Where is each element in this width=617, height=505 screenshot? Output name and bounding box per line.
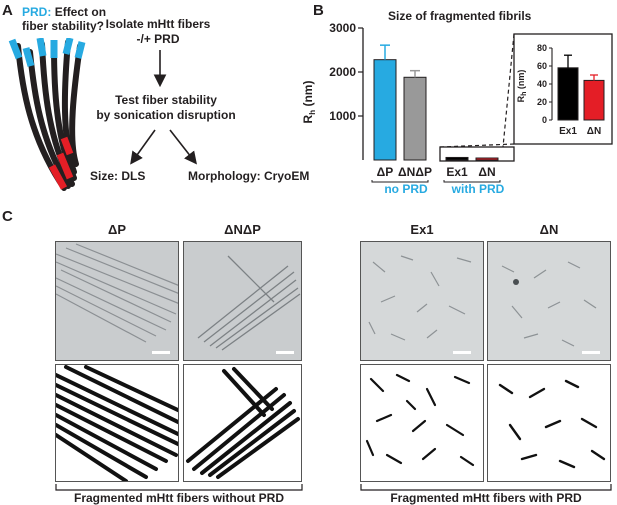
group-label-no-prd: no PRD bbox=[384, 182, 428, 196]
inset-x-tick-label: ΔN bbox=[587, 126, 601, 137]
fiber-6 bbox=[69, 43, 83, 167]
prd-question: PRD: Effect on fiber stability? bbox=[22, 5, 106, 33]
inset-x-tick-label: Ex1 bbox=[559, 126, 577, 137]
segmented-image-dn bbox=[487, 364, 611, 482]
x-tick-label: ΔP bbox=[377, 165, 394, 179]
scale-bar bbox=[453, 351, 471, 354]
segmented-texture-ex1 bbox=[365, 373, 475, 467]
step-test: Test fiber stability by sonication disru… bbox=[92, 93, 240, 123]
zoom-line-bottom bbox=[439, 143, 515, 148]
label-dp: ΔP bbox=[107, 222, 126, 237]
segmented-image-ex1 bbox=[360, 364, 484, 482]
step-test-line-1: Test fiber stability bbox=[115, 93, 217, 107]
cryoem-texture-ex1 bbox=[368, 255, 472, 354]
inset-chart: 80 60 40 20 0 Rh (nm) Ex1 ΔN bbox=[439, 33, 613, 148]
main-chart: 3000 2000 1000 Rh (nm) ΔP ΔNΔP Ex1 ΔN bbox=[301, 21, 515, 183]
segmented-texture-dp bbox=[56, 365, 178, 481]
cryoem-texture-dn bbox=[501, 261, 600, 354]
bar-0 bbox=[373, 59, 397, 161]
panel-c-letter: C bbox=[2, 208, 13, 225]
zoom-box bbox=[439, 146, 515, 162]
cryoem-image-dndp bbox=[183, 241, 302, 361]
output-morphology: Morphology: CryoEM bbox=[188, 169, 310, 183]
label-ex1: Ex1 bbox=[410, 222, 434, 237]
inset-bar-1 bbox=[583, 79, 605, 121]
cut-fragments bbox=[48, 136, 74, 190]
scale-bar bbox=[152, 351, 170, 354]
chart-title: Size of fragmented fibrils bbox=[388, 9, 532, 23]
cryoem-image-ex1 bbox=[360, 241, 484, 361]
output-size: Size: DLS bbox=[90, 169, 146, 183]
dls-bar-chart: 3000 2000 1000 Rh (nm) ΔP ΔNΔP Ex1 ΔN 80 60 40 20 0… bbox=[301, 21, 613, 183]
fiber-illustration bbox=[8, 38, 86, 191]
arrow-right bbox=[169, 129, 197, 165]
caption-bracket-with bbox=[360, 484, 612, 491]
y-tick-label: 2000 bbox=[329, 65, 356, 79]
zoom-line-top bbox=[502, 33, 515, 148]
question-line-2: fiber stability? bbox=[22, 19, 105, 33]
bar-1 bbox=[403, 76, 427, 161]
scale-bar bbox=[582, 351, 600, 354]
caption-without-prd: Fragmented mHtt fibers without PRD bbox=[73, 491, 284, 505]
inset-y-tick-label: 40 bbox=[537, 79, 547, 89]
fiber-5 bbox=[61, 39, 77, 175]
prd-ends bbox=[8, 38, 86, 67]
bar-2 bbox=[445, 156, 469, 161]
group-line-no-prd bbox=[371, 180, 429, 183]
panel-a-letter: A bbox=[2, 2, 13, 19]
caption-bracket-without bbox=[55, 484, 303, 491]
x-tick-label: ΔN bbox=[478, 165, 495, 179]
label-dn: ΔN bbox=[539, 222, 559, 237]
inset-bar-0 bbox=[557, 67, 579, 121]
x-tick-label: Ex1 bbox=[446, 165, 468, 179]
cryoem-texture-dndp bbox=[197, 255, 301, 354]
panel-b-letter: B bbox=[313, 2, 324, 19]
arrow-left bbox=[130, 129, 156, 165]
cryoem-texture-dp bbox=[56, 243, 178, 354]
cryoem-image-dp bbox=[55, 241, 179, 361]
bar-3 bbox=[475, 157, 499, 161]
prd-label: PRD: bbox=[22, 5, 52, 19]
label-dndp: ΔNΔP bbox=[224, 222, 261, 237]
segmented-texture-dndp bbox=[186, 367, 300, 479]
step-isolate-line-2: -/+ PRD bbox=[136, 32, 180, 46]
cryoem-image-dn bbox=[487, 241, 611, 361]
inset-y-axis-label: Rh (nm) bbox=[516, 70, 528, 103]
inset-y-tick-label: 20 bbox=[537, 97, 547, 107]
segmented-image-dp bbox=[55, 364, 179, 482]
segmented-image-dndp bbox=[183, 364, 302, 482]
flow-arrows bbox=[130, 50, 197, 165]
inset-y-tick-label: 0 bbox=[542, 115, 547, 125]
inset-y-tick-label: 60 bbox=[537, 61, 547, 71]
step-isolate-line-1: Isolate mHtt fibers bbox=[105, 17, 211, 31]
group-line-with-prd bbox=[443, 180, 501, 183]
step-test-line-2: by sonication disruption bbox=[96, 108, 236, 122]
scale-bar bbox=[276, 351, 294, 354]
segmented-texture-dn bbox=[498, 379, 606, 469]
y-tick-label: 1000 bbox=[329, 109, 356, 123]
question-line-1: Effect on bbox=[54, 5, 107, 19]
step-isolate: Isolate mHtt fibers -/+ PRD bbox=[98, 17, 218, 47]
group-label-with-prd: with PRD bbox=[451, 182, 505, 196]
y-axis-label: Rh (nm) bbox=[301, 81, 317, 124]
inset-y-tick-label: 80 bbox=[537, 43, 547, 53]
x-tick-label: ΔNΔP bbox=[398, 165, 432, 179]
y-tick-label: 3000 bbox=[329, 21, 356, 35]
caption-with-prd: Fragmented mHtt fibers with PRD bbox=[390, 491, 582, 505]
